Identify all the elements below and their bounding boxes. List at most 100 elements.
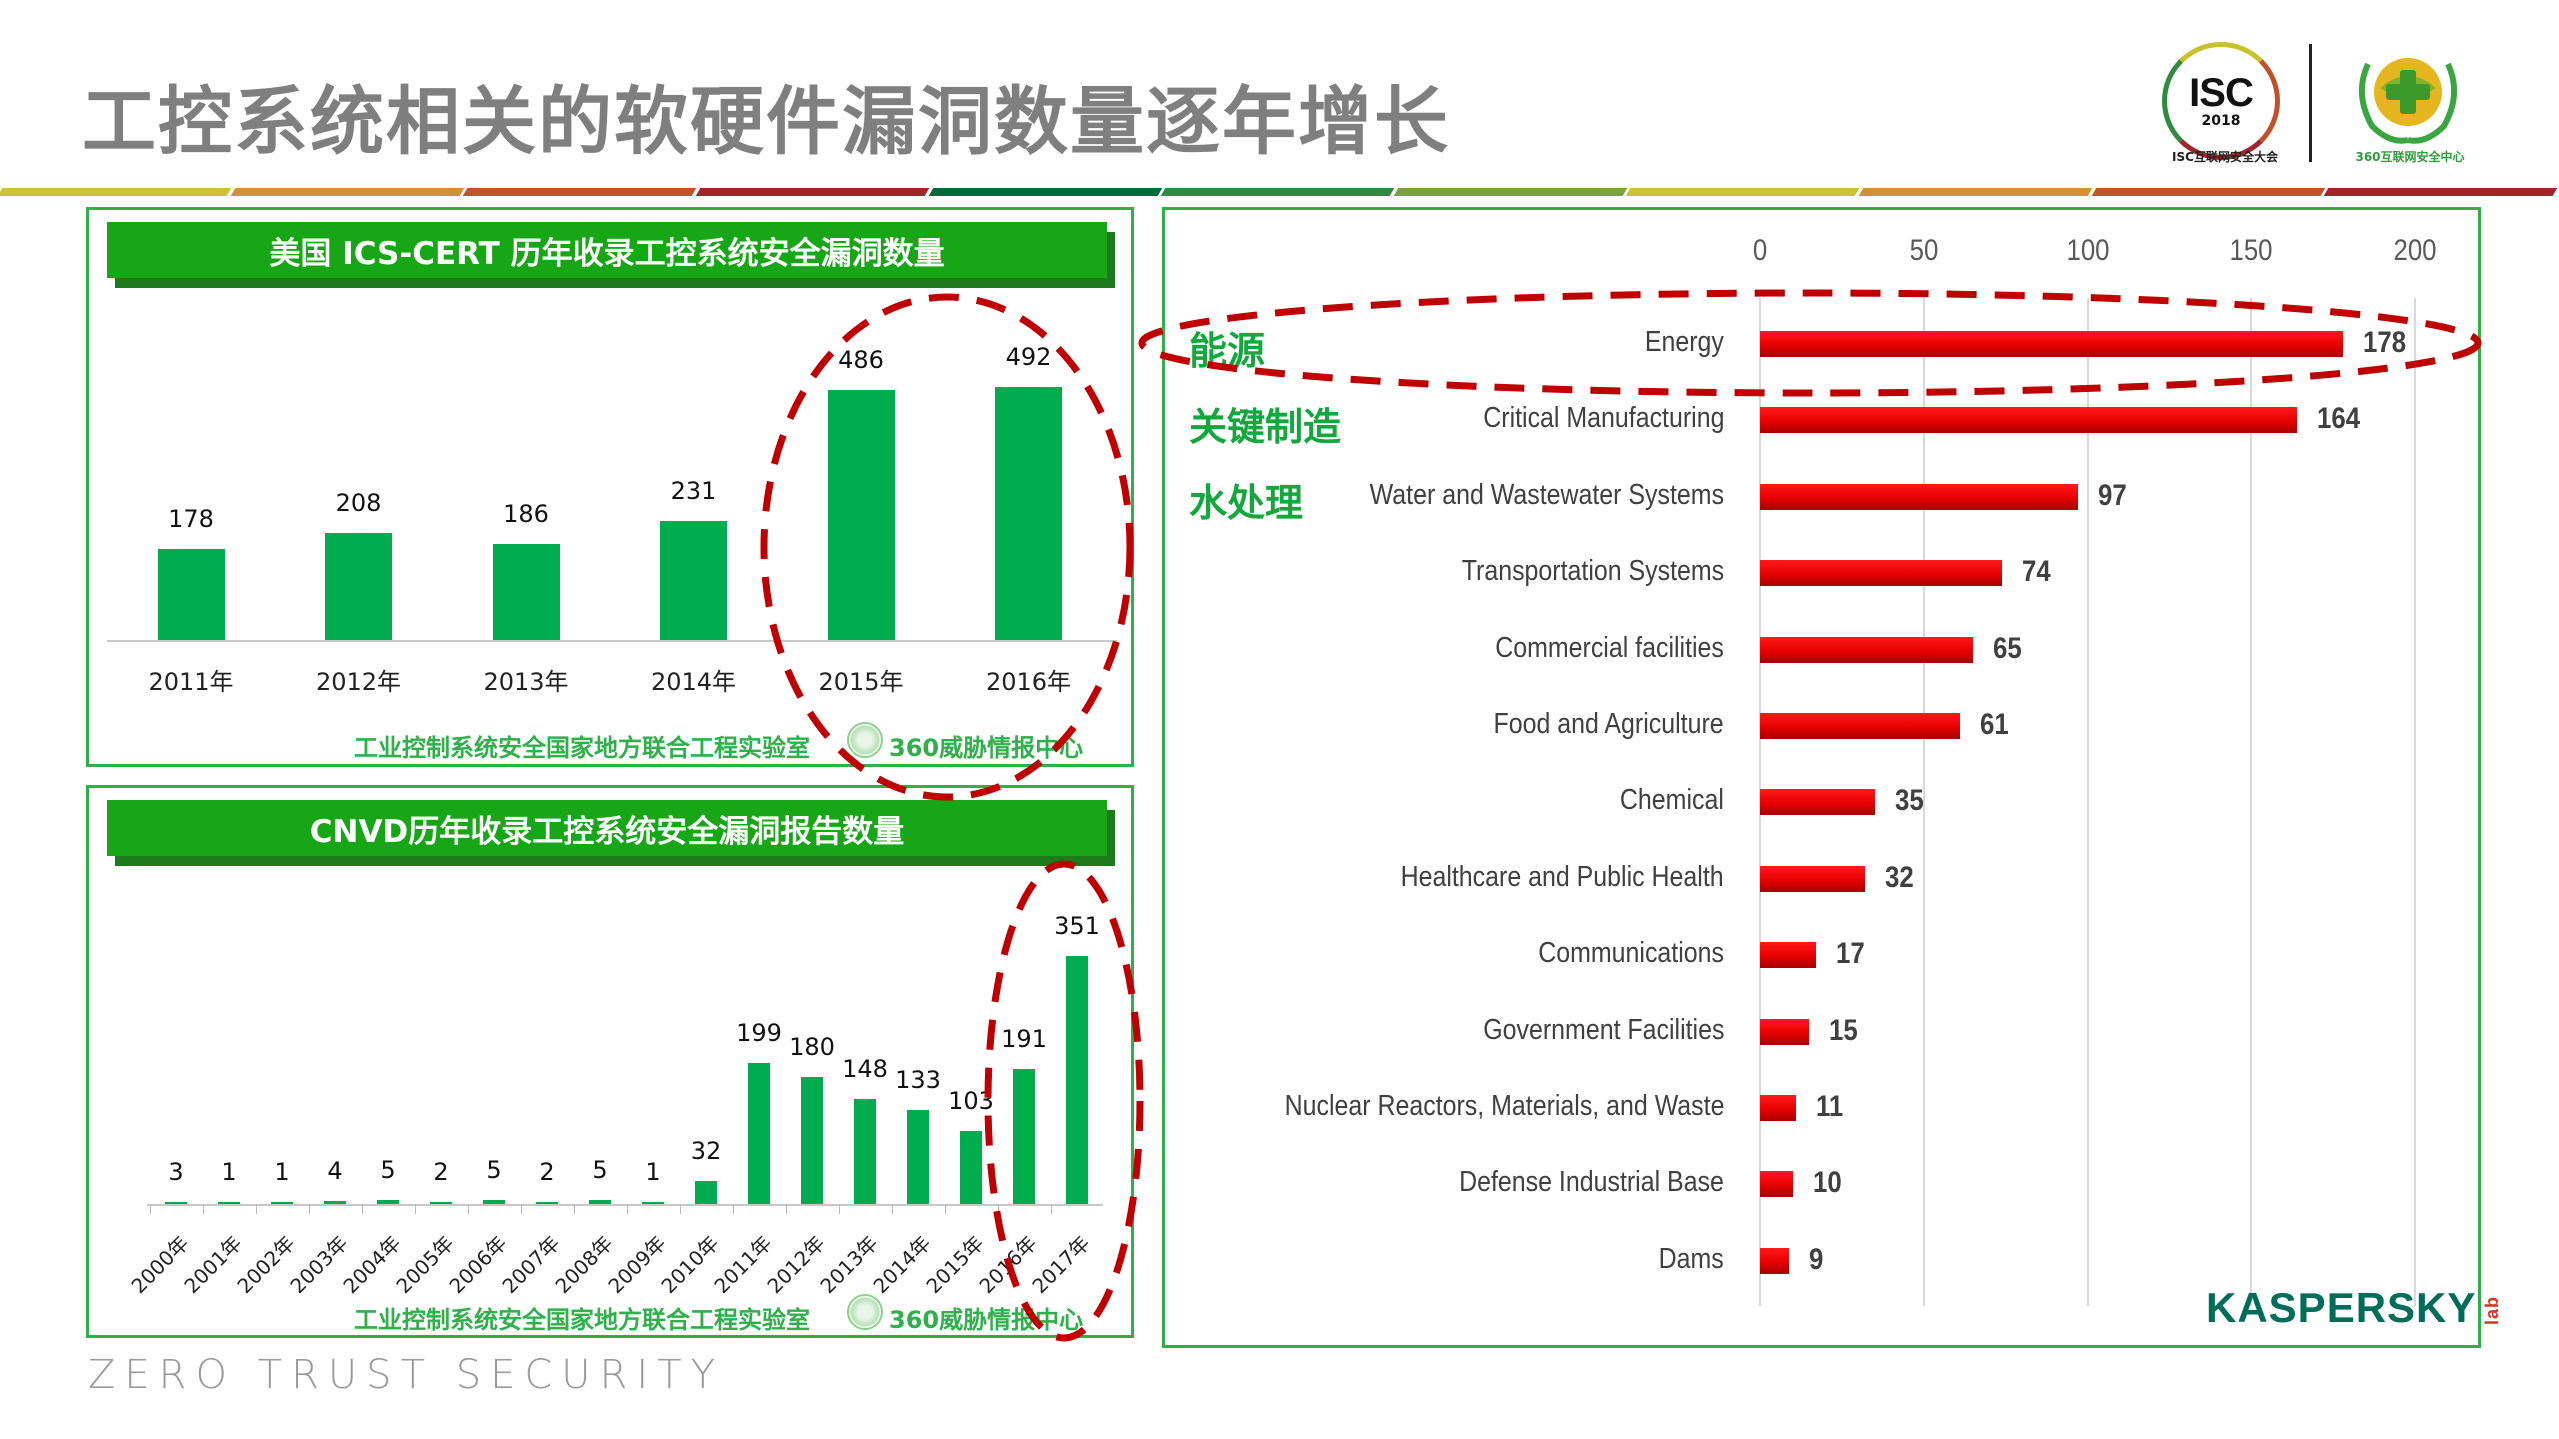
bar — [801, 1076, 823, 1204]
data-label: 5 — [592, 1156, 608, 1185]
bar — [157, 548, 225, 640]
category-label: Food and Agriculture — [1493, 708, 1724, 740]
bar — [492, 544, 560, 640]
data-label: 1 — [645, 1158, 661, 1186]
x-tick — [414, 1204, 416, 1214]
bar — [1760, 560, 2003, 587]
kaspersky-logo-text: KASPERSKY — [2206, 1284, 2477, 1331]
bar — [271, 1202, 293, 1204]
data-label: 133 — [895, 1065, 941, 1094]
x-tick-label: 100 — [2065, 234, 2110, 267]
bar — [907, 1109, 929, 1204]
cnvd-panel: CNVD历年收录工控系统安全漏洞报告数量 工业控制系统安全国家地方联合工程实验室… — [86, 785, 1134, 1338]
lab-credit: 工业控制系统安全国家地方联合工程实验室 — [354, 734, 810, 762]
isc-logo: ISC 2018 — [2162, 42, 2280, 160]
data-label: 32 — [690, 1137, 722, 1166]
data-label: 1 — [274, 1158, 290, 1186]
data-label: 178 — [2362, 326, 2406, 359]
data-label: 180 — [789, 1032, 835, 1061]
annotation-critical-manufacturing: 关键制造 — [1189, 405, 1342, 449]
bar — [589, 1200, 611, 1204]
360-caption: 360互联网安全中心 — [2355, 150, 2465, 164]
kaspersky-logo: KASPERSKY lab — [2206, 1284, 2507, 1332]
category-label: Defense Industrial Base — [1459, 1166, 1724, 1199]
x-tick — [520, 1204, 522, 1214]
data-label: 5 — [486, 1156, 502, 1185]
x-tick — [732, 1204, 734, 1214]
page-title: 工控系统相关的软硬件漏洞数量逐年增长 — [82, 79, 1450, 165]
x-tick-label: 200 — [2393, 234, 2437, 267]
isc-logo-text: ISC — [2189, 71, 2254, 115]
bar — [1760, 865, 1865, 892]
data-label: 35 — [1894, 784, 1924, 818]
gridline — [1922, 298, 1925, 1306]
data-label: 148 — [842, 1055, 888, 1084]
stripe-segment — [928, 188, 1162, 196]
x-tick-label: 50 — [1909, 234, 1939, 267]
bar — [1066, 955, 1088, 1204]
color-stripe — [0, 188, 2559, 196]
data-label: 164 — [2317, 402, 2361, 436]
cnvd-panel-header: CNVD历年收录工控系统安全漏洞报告数量 — [107, 800, 1107, 856]
bar — [1760, 1095, 1797, 1121]
category-label: Nuclear Reactors, Materials, and Waste — [1284, 1090, 1724, 1122]
360-intel-credit: 360威胁情报中心 — [889, 734, 1084, 762]
un-emblem-icon — [847, 1294, 883, 1330]
stripe-segment — [695, 188, 929, 196]
data-label: 61 — [1979, 708, 2009, 741]
bar — [660, 521, 727, 640]
data-label: 486 — [838, 346, 884, 375]
category-label: Healthcare and Public Health — [1400, 860, 1724, 893]
category-label: Water and Wastewater Systems — [1369, 478, 1724, 511]
data-label: 178 — [168, 504, 214, 533]
data-label: 4 — [327, 1157, 343, 1186]
bar — [1760, 789, 1875, 816]
x-tick — [573, 1204, 575, 1214]
x-tick — [255, 1204, 257, 1214]
data-label: 2 — [539, 1158, 555, 1186]
bar — [218, 1202, 240, 1204]
data-label: 74 — [2022, 555, 2052, 589]
x-tick — [891, 1204, 893, 1214]
bar — [1760, 483, 2078, 510]
category-label: Government Facilities — [1482, 1013, 1724, 1046]
x-tick — [361, 1204, 363, 1214]
data-label: 32 — [1884, 860, 1914, 894]
x-tick — [944, 1204, 946, 1214]
ics-cert-panel-header: 美国 ICS-CERT 历年收录工控系统安全漏洞数量 — [107, 222, 1107, 278]
data-label: 191 — [1001, 1024, 1047, 1053]
x-tick — [308, 1204, 310, 1214]
bar — [1760, 636, 1973, 663]
x-tick — [679, 1204, 681, 1214]
bar — [1760, 713, 1960, 739]
x-tick — [997, 1204, 999, 1214]
bar — [854, 1099, 876, 1204]
bar — [430, 1202, 452, 1204]
bar — [377, 1200, 399, 1204]
x-tick — [149, 1204, 151, 1214]
bar — [1760, 1018, 1810, 1045]
bar — [748, 1063, 770, 1204]
x-tick-label: 2011年 — [148, 668, 234, 696]
data-label: 186 — [503, 500, 549, 529]
bar — [536, 1202, 558, 1204]
gridline — [2086, 298, 2089, 1306]
x-tick-label: 2014年 — [650, 668, 737, 696]
data-label: 97 — [2097, 478, 2127, 512]
bar — [960, 1131, 982, 1204]
data-label: 1 — [221, 1158, 237, 1186]
ics-cert-panel: 美国 ICS-CERT 历年收录工控系统安全漏洞数量 工业控制系统安全国家地方联… — [86, 207, 1134, 767]
data-label: 492 — [1005, 343, 1052, 372]
bar — [1013, 1068, 1035, 1204]
lab-credit: 工业控制系统安全国家地方联合工程实验室 — [354, 1306, 810, 1334]
bar — [995, 387, 1062, 640]
data-label: 5 — [380, 1156, 396, 1185]
un-emblem-icon — [847, 722, 883, 758]
data-label: 103 — [948, 1087, 994, 1116]
x-tick-label: 2016年 — [985, 668, 1072, 696]
x-tick — [838, 1204, 840, 1214]
x-tick-label: 2013年 — [483, 668, 569, 696]
bar — [695, 1181, 717, 1204]
data-label: 208 — [335, 489, 382, 518]
stripe-segment — [1858, 188, 2093, 196]
